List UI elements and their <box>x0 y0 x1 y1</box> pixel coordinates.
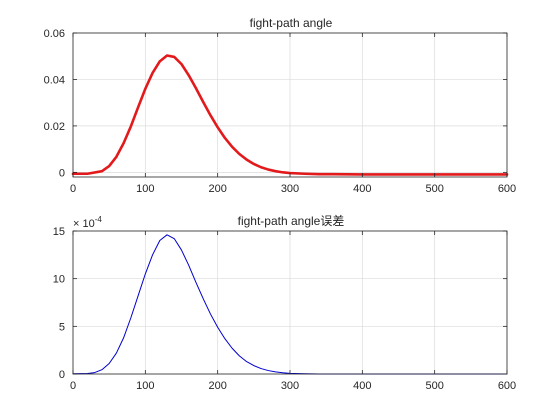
x-tick-label: 400 <box>353 183 371 195</box>
y-tick-label: 10 <box>53 274 65 286</box>
x-tick-label: 0 <box>70 183 76 195</box>
subplot-flight-path-angle: 0 100 200 300 400 500 600 0 0.02 0.04 0.06 fight-… <box>44 16 517 195</box>
y-tick-labels: 0 0.02 0.04 0.06 <box>44 28 65 179</box>
x-tick-label: 400 <box>353 380 371 392</box>
tick-marks <box>72 32 508 177</box>
y-exponent-power: -4 <box>95 215 103 224</box>
y-tick-label: 0 <box>59 369 65 381</box>
tick-marks <box>72 230 508 375</box>
x-tick-label: 200 <box>208 183 226 195</box>
series-line <box>71 54 509 176</box>
x-tick-label: 500 <box>425 380 443 392</box>
x-tick-label: 100 <box>136 380 154 392</box>
y-tick-label: 0.06 <box>44 28 65 40</box>
subplot-flight-path-angle-error: 0 100 200 300 400 500 600 0 5 10 15 fight-path an… <box>53 214 516 392</box>
y-tick-label: 0 <box>59 167 65 179</box>
y-tick-label: 0.02 <box>44 121 65 133</box>
x-tick-label: 0 <box>70 380 76 392</box>
x-tick-label: 300 <box>281 183 299 195</box>
y-tick-label: 5 <box>59 321 65 333</box>
plot-title: fight-path angle <box>250 16 333 30</box>
y-tick-label: 0.04 <box>44 74 65 86</box>
x-tick-label: 200 <box>208 380 226 392</box>
x-tick-label: 500 <box>425 183 443 195</box>
y-tick-labels: 0 5 10 15 <box>53 226 65 381</box>
series-lines <box>71 54 509 176</box>
y-tick-label: 15 <box>53 226 65 238</box>
x-tick-label: 600 <box>498 183 516 195</box>
x-tick-labels: 0 100 200 300 400 500 600 <box>70 380 516 392</box>
y-exponent-base: × 10 <box>73 218 95 230</box>
x-tick-labels: 0 100 200 300 400 500 600 <box>70 183 516 195</box>
y-exponent-label: × 10-4 <box>73 215 102 230</box>
x-tick-label: 300 <box>281 380 299 392</box>
x-tick-label: 600 <box>498 380 516 392</box>
x-tick-label: 100 <box>136 183 154 195</box>
plot-title: fight-path angle误差 <box>238 214 345 228</box>
